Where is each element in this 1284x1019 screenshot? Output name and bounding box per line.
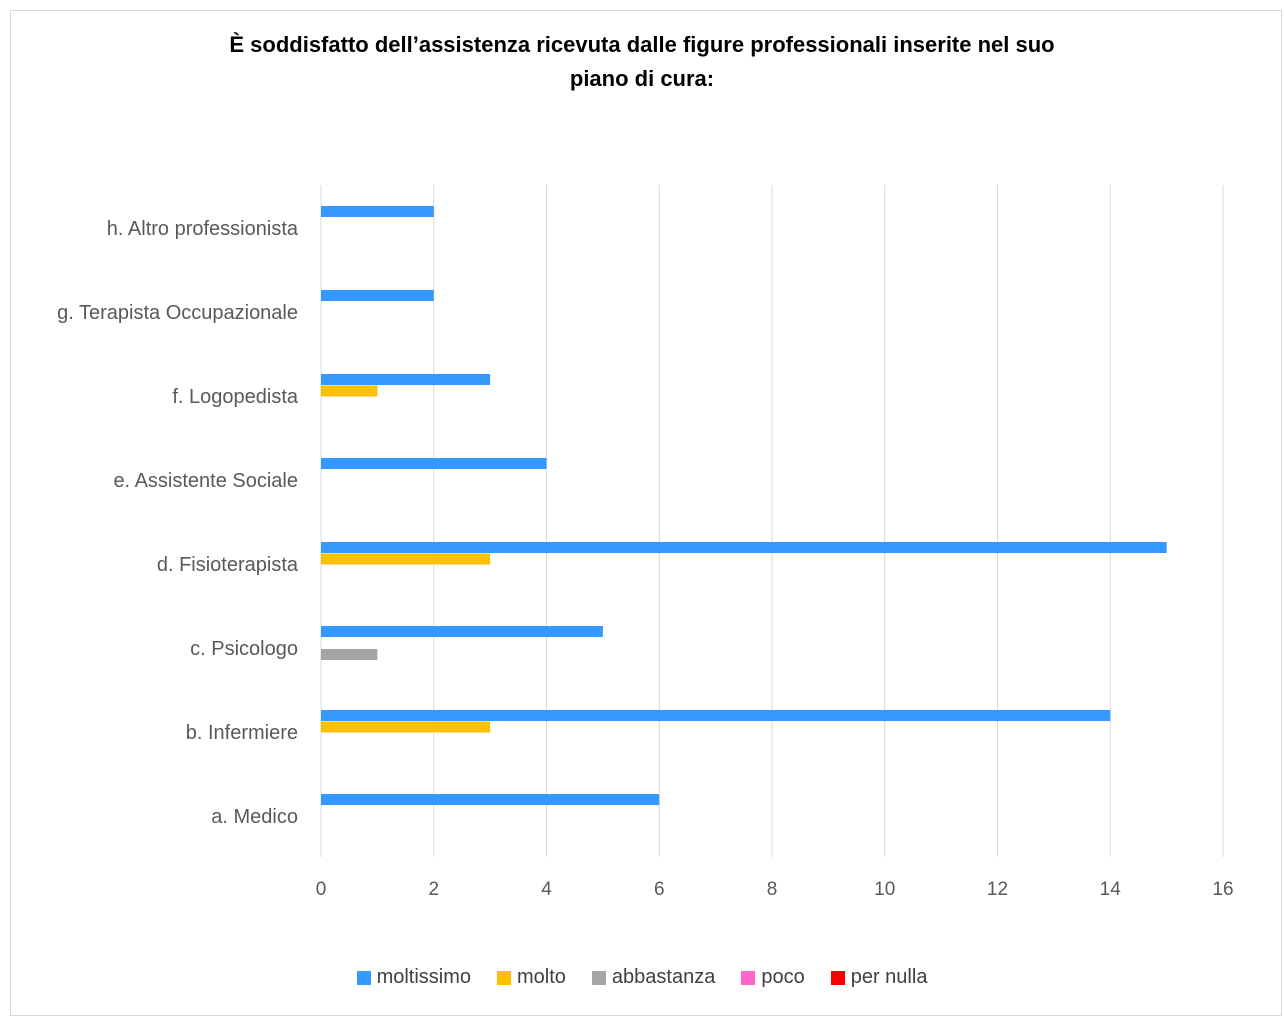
chart-title-line-1: È soddisfatto dell’assistenza ricevuta d… (229, 32, 1055, 57)
bar-moltissimo-h-altro-professionista (321, 206, 434, 217)
chart-frame (10, 10, 1282, 1016)
legend-item-moltissimo: moltissimo (356, 966, 472, 989)
y-category-label-a-medico: a. Medico (211, 806, 298, 828)
legend-label-per-nulla: per nulla (850, 966, 928, 988)
legend-swatch-poco (741, 970, 756, 985)
y-category-label-d-fisioterapista: d. Fisioterapista (157, 554, 299, 576)
legend-item-molto: molto (497, 966, 566, 989)
legend-label-abbastanza: abbastanza (611, 966, 716, 988)
legend-item-abbastanza: abbastanza (591, 966, 716, 989)
x-tick-label-14: 14 (1100, 879, 1122, 900)
y-category-label-h-altro-professionista: h. Altro professionista (107, 218, 299, 240)
bar-moltissimo-f-logopedista (321, 374, 491, 385)
legend-swatch-abbastanza (591, 970, 606, 985)
bar-moltissimo-c-psicologo (321, 626, 603, 637)
legend-label-moltissimo: moltissimo (376, 966, 472, 988)
bar-molto-d-fisioterapista (321, 553, 491, 565)
legend-swatch-moltissimo (356, 970, 371, 985)
x-tick-label-16: 16 (1212, 879, 1233, 900)
bar-abbastanza-c-psicologo (321, 649, 378, 660)
y-category-label-b-infermiere: b. Infermiere (186, 722, 298, 744)
bar-moltissimo-e-assistente-sociale (321, 458, 547, 469)
x-tick-label-4: 4 (541, 879, 552, 900)
legend-label-poco: poco (761, 966, 805, 988)
y-category-label-e-assistente-sociale: e. Assistente Sociale (113, 470, 298, 492)
x-tick-label-2: 2 (428, 879, 439, 900)
bar-moltissimo-d-fisioterapista (321, 542, 1167, 553)
bar-molto-b-infermiere (321, 721, 491, 733)
legend-label-molto: molto (517, 966, 566, 988)
bar-moltissimo-b-infermiere (321, 710, 1111, 721)
x-tick-label-12: 12 (987, 879, 1008, 900)
x-tick-label-0: 0 (316, 879, 327, 900)
bar-molto-f-logopedista (321, 385, 378, 397)
x-tick-label-10: 10 (874, 879, 895, 900)
legend-swatch-per-nulla (830, 970, 845, 985)
legend-swatch-molto (497, 970, 512, 985)
x-tick-label-8: 8 (767, 879, 778, 900)
x-tick-label-6: 6 (654, 879, 665, 900)
legend-item-per-nulla: per nulla (830, 966, 928, 989)
chart-title-line-2: piano di cura: (569, 66, 715, 91)
legend-item-poco: poco (741, 966, 805, 989)
y-category-label-f-logopedista: f. Logopedista (172, 386, 299, 408)
y-category-label-g-terapista-occupazionale: g. Terapista Occupazionale (57, 302, 298, 324)
bar-moltissimo-a-medico (321, 794, 660, 805)
y-category-label-c-psicologo: c. Psicologo (190, 638, 298, 660)
bar-moltissimo-g-terapista-occupazionale (321, 290, 434, 301)
chart-title: È soddisfatto dell’assistenza ricevuta d… (0, 28, 1284, 96)
legend: moltissimo molto abbastanza poco per nul… (0, 966, 1284, 989)
